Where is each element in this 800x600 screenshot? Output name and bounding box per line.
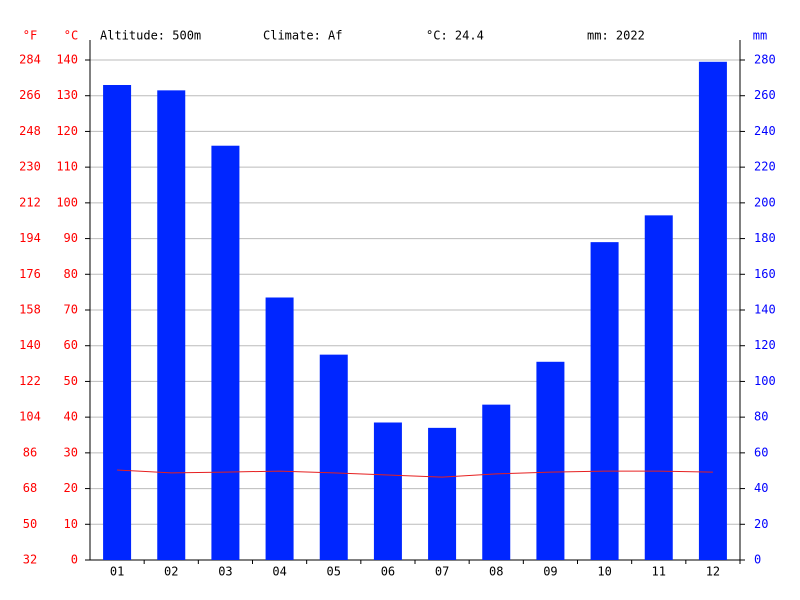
y2-tick-label: 80: [754, 410, 768, 424]
y2-tick-label: 120: [754, 338, 776, 352]
climate: Climate: Af: [263, 29, 342, 43]
mm-label: mm: [753, 29, 767, 43]
precipitation-bar: [211, 145, 240, 560]
y-tick-label: 40: [64, 410, 78, 424]
x-tick-label: 11: [652, 565, 666, 579]
f-tick-label: 230: [19, 160, 41, 174]
x-tick-label: 04: [272, 565, 286, 579]
precipitation-bar: [103, 85, 132, 560]
y2-tick-label: 20: [754, 517, 768, 531]
temperature-line: [117, 469, 713, 478]
total-precipitation: mm: 2022: [587, 29, 645, 43]
precipitation-bar: [157, 90, 186, 560]
f-tick-label: 194: [19, 231, 41, 245]
f-tick-label: 104: [19, 410, 41, 424]
f-tick-label: 284: [19, 53, 41, 67]
y2-tick-label: 160: [754, 267, 776, 281]
f-tick-label: 212: [19, 195, 41, 209]
x-tick-label: 12: [706, 565, 720, 579]
f-tick-label: 176: [19, 267, 41, 281]
mean-temperature: °C: 24.4: [426, 29, 484, 43]
y-tick-label: 140: [56, 53, 78, 67]
precipitation-bar: [373, 422, 402, 560]
x-tick-label: 09: [543, 565, 557, 579]
x-tick-label: 01: [110, 565, 124, 579]
x-tick-label: 02: [164, 565, 178, 579]
precipitation-bar: [319, 354, 348, 560]
precipitation-bar: [698, 61, 727, 561]
y-tick-label: 110: [56, 160, 78, 174]
y2-tick-label: 0: [754, 553, 761, 567]
x-tick-label: 10: [597, 565, 611, 579]
y-tick-label: 50: [64, 374, 78, 388]
f-tick-label: 86: [23, 445, 37, 459]
y-tick-label: 30: [64, 445, 78, 459]
y-tick-label: 130: [56, 88, 78, 102]
y2-tick-label: 280: [754, 53, 776, 67]
y-tick-label: 80: [64, 267, 78, 281]
y-tick-label: 120: [56, 124, 78, 138]
y2-tick-label: 40: [754, 481, 768, 495]
y-tick-label: 20: [64, 481, 78, 495]
y-tick-label: 10: [64, 517, 78, 531]
fahrenheit-label: °F: [23, 29, 37, 43]
f-tick-label: 50: [23, 517, 37, 531]
y2-tick-label: 140: [754, 303, 776, 317]
x-tick-label: 07: [435, 565, 449, 579]
y2-tick-label: 60: [754, 445, 768, 459]
precipitation-bar: [482, 404, 511, 560]
precipitation-bar: [428, 427, 457, 560]
y-tick-label: 0: [71, 553, 78, 567]
y2-tick-label: 200: [754, 195, 776, 209]
precipitation-bar: [590, 242, 619, 560]
precipitation-bar: [536, 361, 565, 560]
y2-tick-label: 100: [754, 374, 776, 388]
x-tick-label: 08: [489, 565, 503, 579]
f-tick-label: 266: [19, 88, 41, 102]
f-tick-label: 158: [19, 303, 41, 317]
y-tick-label: 90: [64, 231, 78, 245]
y2-tick-label: 260: [754, 88, 776, 102]
y2-tick-label: 220: [754, 160, 776, 174]
y-tick-label: 100: [56, 195, 78, 209]
f-tick-label: 32: [23, 553, 37, 567]
y2-tick-label: 240: [754, 124, 776, 138]
precipitation-bar: [644, 215, 673, 560]
f-tick-label: 122: [19, 374, 41, 388]
y2-tick-label: 180: [754, 231, 776, 245]
celsius-label: °C: [64, 29, 78, 43]
x-tick-label: 06: [381, 565, 395, 579]
f-tick-label: 68: [23, 481, 37, 495]
x-tick-label: 03: [218, 565, 232, 579]
x-tick-label: 05: [327, 565, 341, 579]
y-tick-label: 60: [64, 338, 78, 352]
f-tick-label: 248: [19, 124, 41, 138]
y-tick-label: 70: [64, 303, 78, 317]
f-tick-label: 140: [19, 338, 41, 352]
precipitation-bar: [265, 297, 294, 560]
altitude: Altitude: 500m: [100, 29, 201, 43]
